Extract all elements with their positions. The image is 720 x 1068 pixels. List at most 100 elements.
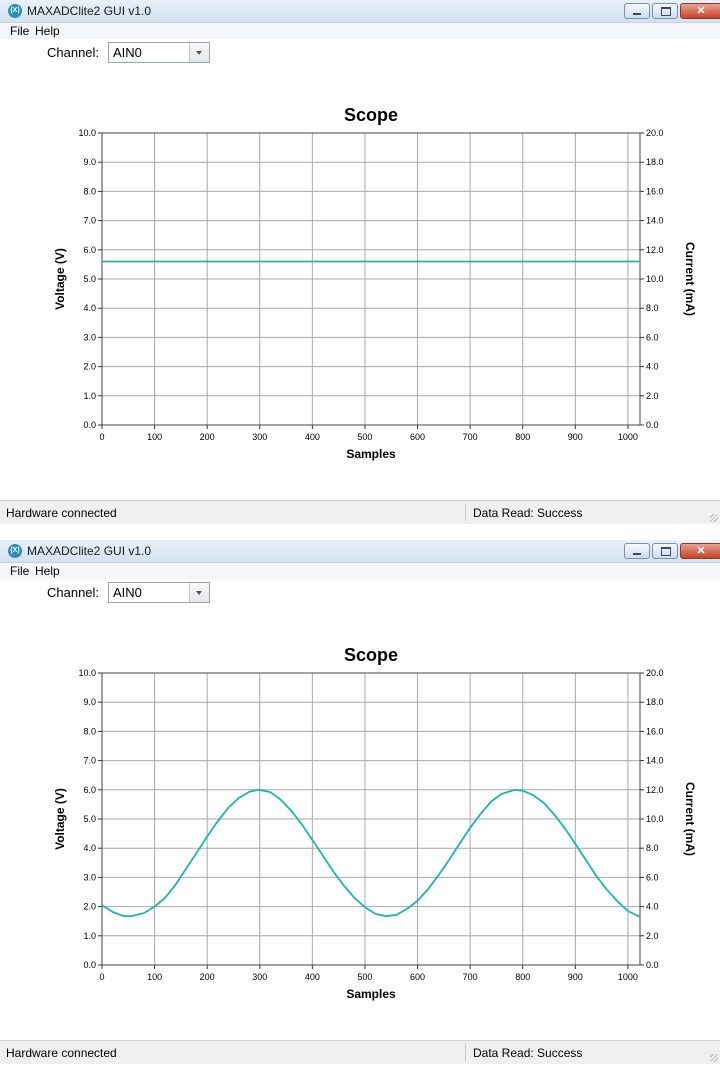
x-tick-label: 400 [305,972,320,982]
x-tick-label: 500 [357,972,372,982]
y-tick-label: 2.0 [83,902,96,912]
status-divider [465,504,466,521]
y2-tick-label: 10.0 [646,274,664,284]
y-tick-label: 4.0 [83,843,96,853]
channel-select[interactable]: AIN0 [108,42,210,63]
x-tick-label: 200 [200,432,215,442]
x-tick-label: 0 [99,432,104,442]
close-button[interactable] [680,3,720,19]
plot-frame [101,132,641,426]
minimize-button[interactable] [624,3,650,19]
status-divider [465,1044,466,1061]
y2-tick-label: 18.0 [646,697,664,707]
close-button[interactable] [680,543,720,559]
x-tick-label: 1000 [618,972,638,982]
x-tick-label: 900 [568,432,583,442]
y2-tick-label: 14.0 [646,216,664,226]
y2-tick-label: 12.0 [646,785,664,795]
x-axis-label: Samples [346,987,396,1001]
plot-frame [101,672,641,966]
y2-tick-label: 16.0 [646,726,664,736]
chart-title: Scope [344,645,398,665]
y-tick-label: 1.0 [83,931,96,941]
y-tick-label: 6.0 [83,785,96,795]
y-tick-label: 5.0 [83,274,96,284]
y2-tick-label: 2.0 [646,931,659,941]
scope-chart: 0 100 200 300 400 500 600 700 800 900 1000 0.0 1.0 2.… [53,105,697,461]
series-line [101,788,641,918]
menu-help[interactable]: Help [35,564,60,578]
chevron-down-icon[interactable] [189,43,209,62]
x-tick-label: 900 [568,972,583,982]
y-axis-label: Voltage (V) [53,248,67,310]
menu-bar: File Help [0,23,720,39]
y2-tick-label: 4.0 [646,902,659,912]
channel-value: AIN0 [113,45,142,60]
y2-axis-label: Current (mA) [683,782,697,856]
y2-tick-label: 10.0 [646,814,664,824]
x-tick-label: 500 [357,432,372,442]
y-tick-label: 1.0 [83,391,96,401]
y-tick-label: 9.0 [83,157,96,167]
menu-help[interactable]: Help [35,24,60,38]
maxim-logo-icon: (X) [8,4,22,18]
app-window-1: (X) MAXADClite2 GUI v1.0 File Help Chann… [0,0,720,524]
y-tick-label: 9.0 [83,697,96,707]
channel-label: Channel: [47,585,100,600]
data-read-status: Data Read: Success [473,506,583,520]
y-tick-label: 6.0 [83,245,96,255]
y2-axis-label: Current (mA) [683,242,697,316]
y-tick-label: 0.0 [83,420,96,430]
y2-tick-label: 20.0 [646,668,664,678]
menu-file[interactable]: File [10,564,30,578]
y2-tick-label: 4.0 [646,362,659,372]
maximize-button[interactable] [652,3,678,19]
y2-tick-label: 18.0 [646,157,664,167]
x-tick-label: 200 [200,972,215,982]
channel-label: Channel: [47,45,100,60]
y-tick-label: 3.0 [83,332,96,342]
y-tick-label: 4.0 [83,303,96,313]
resize-grip-icon[interactable] [710,1054,718,1062]
y2-tick-label: 12.0 [646,245,664,255]
y-tick-label: 10.0 [78,668,96,678]
chevron-down-icon[interactable] [189,583,209,602]
app-window-2: (X) MAXADClite2 GUI v1.0 File Help Chann… [0,540,720,1064]
maxim-logo-icon: (X) [8,544,22,558]
x-tick-label: 400 [305,432,320,442]
y2-tick-label: 2.0 [646,391,659,401]
y-tick-label: 7.0 [83,216,96,226]
y-tick-label: 10.0 [78,128,96,138]
menu-bar: File Help [0,563,720,579]
channel-value: AIN0 [113,585,142,600]
x-tick-label: 700 [463,972,478,982]
y2-tick-label: 6.0 [646,872,659,882]
y2-tick-label: 6.0 [646,332,659,342]
x-tick-label: 0 [99,972,104,982]
resize-grip-icon[interactable] [710,514,718,522]
y2-tick-label: 0.0 [646,960,659,970]
menu-file[interactable]: File [10,24,30,38]
x-tick-label: 600 [410,972,425,982]
y-tick-label: 7.0 [83,756,96,766]
x-tick-label: 600 [410,432,425,442]
y-tick-label: 8.0 [83,186,96,196]
x-tick-label: 1000 [618,432,638,442]
x-tick-label: 700 [463,432,478,442]
x-tick-label: 800 [515,972,530,982]
y2-tick-label: 8.0 [646,843,659,853]
title-bar[interactable]: (X) MAXADClite2 GUI v1.0 [0,0,720,23]
minimize-button[interactable] [624,543,650,559]
y-tick-label: 0.0 [83,960,96,970]
x-tick-label: 100 [147,972,162,982]
maximize-button[interactable] [652,543,678,559]
title-bar[interactable]: (X) MAXADClite2 GUI v1.0 [0,540,720,563]
y2-tick-label: 0.0 [646,420,659,430]
hardware-status: Hardware connected [6,506,117,520]
x-tick-label: 300 [252,972,267,982]
channel-select[interactable]: AIN0 [108,582,210,603]
x-axis-label: Samples [346,447,396,461]
x-tick-label: 800 [515,432,530,442]
y2-tick-label: 14.0 [646,756,664,766]
window-title: MAXADClite2 GUI v1.0 [27,4,152,18]
